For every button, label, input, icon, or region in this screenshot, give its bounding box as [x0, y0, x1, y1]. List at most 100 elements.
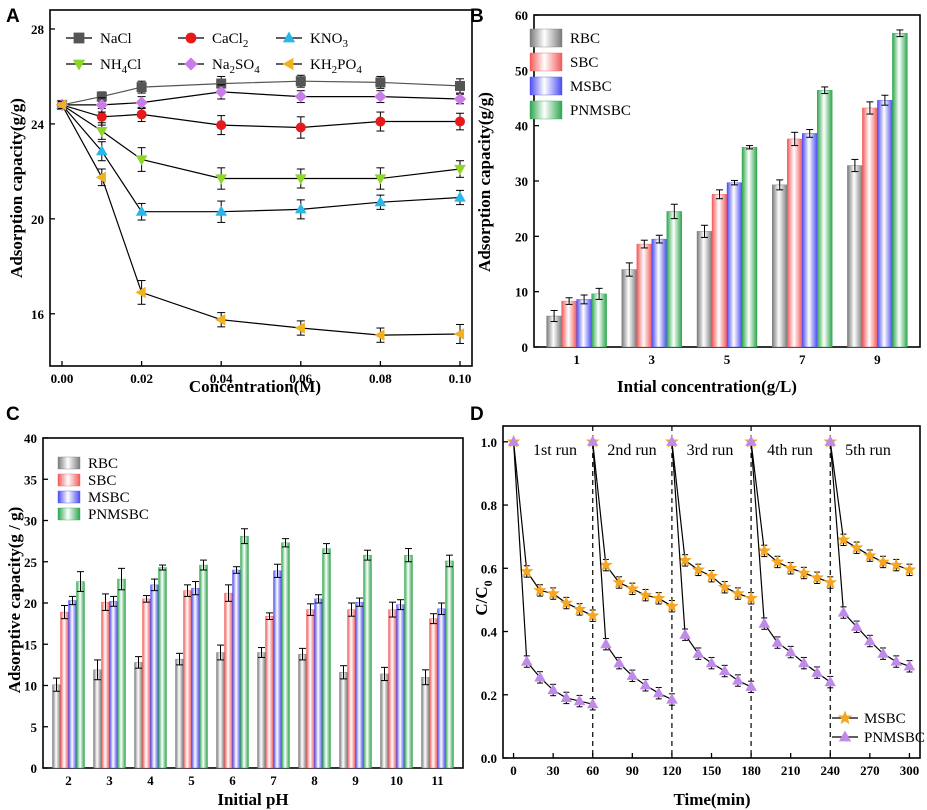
panel-c-xtick-label-9: 11 — [431, 773, 443, 788]
panel-d-ylabel: C/C0 — [472, 580, 495, 615]
panel-a-legend-marker-KH2PO4 — [282, 57, 294, 71]
panel-c-bar-SBC-9 — [347, 609, 356, 769]
legend-text-main: CaCl — [212, 31, 243, 47]
panel-d-point-MSBC-0-5 — [572, 602, 587, 616]
panel-d-xtick-label-2: 60 — [586, 763, 599, 778]
panel-d-point-PNMSBC-0-6 — [587, 698, 599, 709]
panel-c-bar-PNMSBC-4 — [158, 567, 167, 769]
panel-c-bar-PNMSBC-11 — [445, 560, 454, 769]
panel-b-err-MSBC-7 — [806, 129, 814, 138]
panel-d-point-MSBC-0-4 — [559, 595, 574, 609]
panel-d-point-MSBC-3-1 — [757, 543, 772, 557]
panel-c-err-PNMSBC-2 — [77, 571, 84, 592]
panel-d-point-PNMSBC-3-3 — [784, 645, 797, 657]
panel-c-err-RBC-6 — [217, 644, 224, 661]
panel-d-ylabel-main: C/C — [472, 586, 491, 615]
panel-label-a: A — [6, 6, 20, 27]
panel-c-err-SBC-5 — [184, 584, 191, 597]
panel-c-bar-SBC-6 — [224, 592, 233, 769]
panel-a-line-Na2SO4 — [62, 91, 461, 106]
panel-d-point-MSBC-0-2 — [533, 583, 547, 597]
panel-d-point-MSBC-3-2 — [770, 554, 785, 568]
panel-d-legend-marker-PNMSBC — [838, 730, 852, 742]
panel-d-point-PNMSBC-2-3 — [705, 657, 718, 668]
panel-d-point-PNMSBC-2-0 — [666, 435, 678, 446]
panel-b-bar-RBC-3 — [621, 269, 637, 348]
panel-b-ytick-label-1: 10 — [515, 285, 528, 300]
panel-c-err-MSBC-6 — [233, 566, 240, 574]
panel-c-err-RBC-11 — [422, 669, 429, 686]
panel-a-xtick-label-2: 0.04 — [210, 371, 233, 386]
panel-c-bar-PNMSBC-3 — [117, 578, 126, 769]
panel-a-point-NH4Cl-3 — [215, 174, 227, 185]
panel-a-point-KH2PO4-4 — [294, 322, 305, 334]
panel-b-err-RBC-9 — [851, 158, 859, 173]
panel-c-err-RBC-3 — [94, 659, 101, 681]
panel-d-xtick-label-10: 300 — [900, 763, 920, 778]
panel-d-point-MSBC-4-2 — [849, 540, 864, 554]
panel-c-err-MSBC-7 — [274, 563, 281, 578]
panel-b-bar-MSBC-1 — [576, 299, 592, 348]
panel-b-ylabel: Adsorption capacity(g/g) — [475, 92, 494, 272]
panel-b-legend-swatch-PNMSBC — [529, 100, 563, 120]
panel-d-point-PNMSBC-3-0 — [745, 435, 757, 446]
panel-c-xtick-label-6: 8 — [311, 773, 318, 788]
panel-b-legend-swatch-RBC — [529, 28, 563, 48]
panel-c-bar-SBC-11 — [429, 618, 438, 769]
panel-d-line-MSBC-run2 — [592, 441, 673, 607]
panel-a-xtick-label-1: 0.02 — [130, 371, 153, 386]
panel-b-err-SBC-1 — [565, 297, 573, 305]
panel-c-ytick-label-2: 10 — [24, 679, 37, 694]
panel-b-bar-MSBC-5 — [726, 182, 743, 348]
panel-c-err-RBC-2 — [53, 677, 60, 692]
panel-c-ylabel: Adsorptive capacity(g / g) — [5, 507, 24, 694]
panel-c-bar-PNMSBC-9 — [363, 554, 372, 769]
panel-d-ytick-label-4: 0.8 — [481, 498, 498, 513]
panel-c-err-PNMSBC-7 — [282, 538, 289, 548]
panel-c-bar-RBC-3 — [93, 669, 102, 769]
panel-c-ytick-label-5: 25 — [24, 555, 38, 570]
panel-b-err-SBC-5 — [716, 189, 723, 200]
panel-c-err-SBC-9 — [348, 602, 355, 617]
panel-d-point-PNMSBC-1-3 — [626, 669, 639, 680]
panel-b-xtick-label-4: 9 — [874, 352, 881, 367]
panel-d-point-MSBC-4-3 — [863, 548, 877, 562]
panel-a-point-NH4Cl-1 — [96, 127, 108, 138]
panel-a-legend-label-NaCl: NaCl — [100, 31, 132, 47]
panel-b-bar-PNMSBC-3 — [666, 211, 682, 348]
panel-c-err-SBC-7 — [266, 612, 273, 620]
legend-text-main: Na — [212, 57, 230, 73]
panel-a-legend-label-CaCl2: CaCl2 — [212, 31, 248, 50]
panel-d-point-PNMSBC-1-1 — [600, 638, 612, 649]
panel-d-point-PNMSBC-4-4 — [877, 647, 889, 658]
panel-d-point-PNMSBC-4-6 — [903, 660, 916, 671]
panel-a-legend-marker-CaCl2 — [185, 32, 197, 44]
panel-a-point-NH4Cl-4 — [295, 174, 307, 185]
panel-c-err-MSBC-4 — [151, 578, 158, 592]
panel-a-point-KH2PO4-6 — [453, 328, 465, 340]
panel-a-point-NH4Cl-6 — [454, 164, 466, 176]
panel-b-err-PNMSBC-7 — [821, 86, 829, 95]
panel-c-bar-MSBC-8 — [314, 598, 323, 769]
panel-d-line-PNMSBC-run3 — [671, 441, 752, 688]
panel-c-bar-RBC-7 — [257, 652, 266, 769]
panel-c-err-RBC-5 — [176, 652, 183, 666]
panel-a-ytick-label-1: 20 — [31, 212, 44, 227]
panel-c-err-SBC-6 — [225, 584, 232, 602]
panel-d-xlabel: Time(min) — [673, 790, 750, 809]
panel-a-point-KNO3-1 — [96, 145, 108, 156]
panel-d-xtick-label-3: 90 — [626, 763, 639, 778]
legend-text-sub2: 4 — [254, 64, 260, 76]
panel-c-err-RBC-7 — [258, 647, 265, 658]
panel-a-point-NaCl-6 — [454, 80, 465, 91]
panel-b-bar-MSBC-9 — [877, 100, 893, 348]
panel-a-line-KH2PO4 — [61, 104, 461, 336]
panel-d-point-MSBC-2-3 — [704, 569, 719, 582]
panel-d-point-MSBC-0-3 — [546, 586, 560, 600]
panel-c-bar-RBC-9 — [339, 672, 348, 769]
panel-d-point-MSBC-2-5 — [731, 586, 745, 600]
panel-b-xlabel: Intial concentration(g/L) — [617, 377, 797, 396]
panel-d-point-MSBC-4-5 — [889, 557, 903, 571]
panel-a-line-CaCl2 — [61, 104, 460, 129]
panel-d-point-PNMSBC-4-3 — [864, 634, 876, 646]
